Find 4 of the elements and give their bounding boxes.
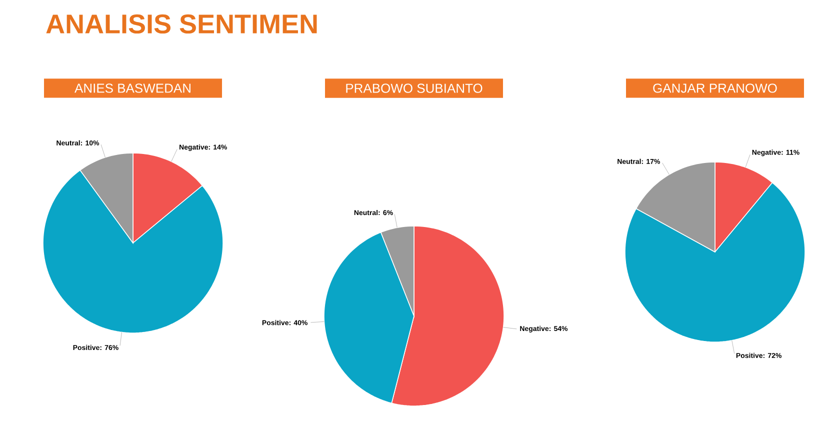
text: ANALISIS SENTIMEN [46,14,317,34]
chart-title: GANJAR PRANOWO [653,84,777,93]
chart-title: ANIES BASWEDAN [74,84,190,93]
chart-title: PRABOWO SUBIANTO [346,84,482,93]
